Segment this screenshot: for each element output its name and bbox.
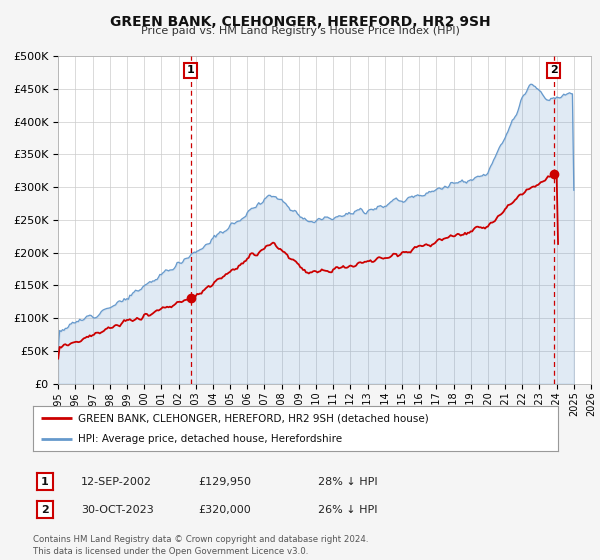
Text: 1: 1 xyxy=(41,477,49,487)
Text: 26% ↓ HPI: 26% ↓ HPI xyxy=(318,505,377,515)
Text: 2: 2 xyxy=(550,66,557,76)
Text: Price paid vs. HM Land Registry's House Price Index (HPI): Price paid vs. HM Land Registry's House … xyxy=(140,26,460,36)
Text: HPI: Average price, detached house, Herefordshire: HPI: Average price, detached house, Here… xyxy=(77,433,342,444)
Text: Contains HM Land Registry data © Crown copyright and database right 2024.
This d: Contains HM Land Registry data © Crown c… xyxy=(33,535,368,556)
Text: GREEN BANK, CLEHONGER, HEREFORD, HR2 9SH: GREEN BANK, CLEHONGER, HEREFORD, HR2 9SH xyxy=(110,15,490,29)
Text: £129,950: £129,950 xyxy=(198,477,251,487)
Text: 2: 2 xyxy=(41,505,49,515)
Text: GREEN BANK, CLEHONGER, HEREFORD, HR2 9SH (detached house): GREEN BANK, CLEHONGER, HEREFORD, HR2 9SH… xyxy=(77,413,428,423)
Text: 30-OCT-2023: 30-OCT-2023 xyxy=(81,505,154,515)
Text: 12-SEP-2002: 12-SEP-2002 xyxy=(81,477,152,487)
Text: £320,000: £320,000 xyxy=(198,505,251,515)
Text: 28% ↓ HPI: 28% ↓ HPI xyxy=(318,477,377,487)
Text: 1: 1 xyxy=(187,66,194,76)
